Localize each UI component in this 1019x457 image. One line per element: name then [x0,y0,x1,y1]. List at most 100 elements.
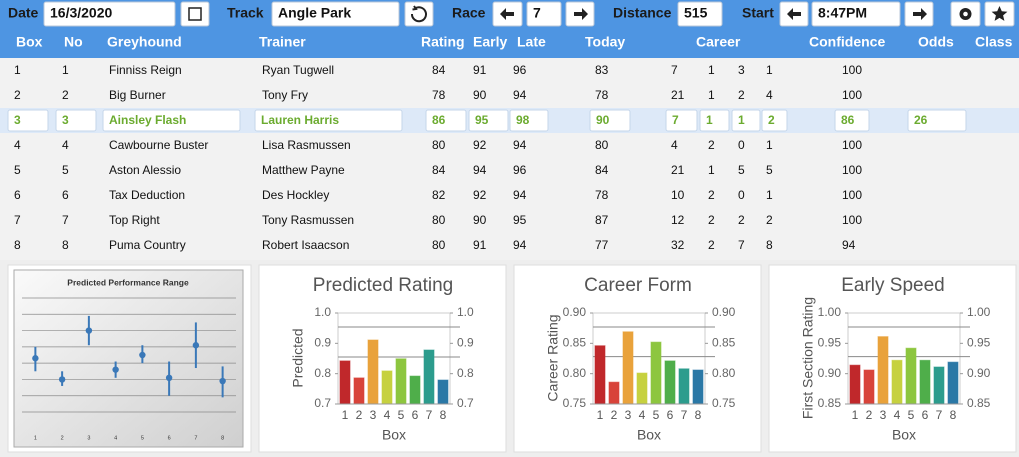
table-cell: 94 [842,238,856,252]
x-axis-label: Box [637,427,661,443]
y-axis-label: Career Rating [545,314,561,401]
column-header: Box [16,34,43,50]
table-cell: 8 [766,238,773,252]
table-cell: 80 [432,213,446,227]
x-tick-label: 7 [681,408,688,422]
chart-panel [513,264,762,453]
table-cell: 4 [62,138,69,152]
x-tick-label: 1 [34,435,37,441]
bar [933,366,945,405]
table-cell: 1 [708,88,715,102]
table-cell: 78 [595,188,609,202]
table-cell: 5 [766,163,773,177]
point [112,366,119,373]
table-cell: 95 [475,113,489,127]
table-cell: 78 [432,88,446,102]
chart-panel [768,264,1017,453]
bar [877,336,889,405]
table-cell: 1 [708,63,715,77]
table-cell: 3 [14,113,21,127]
bar [905,347,917,405]
x-tick-label: 5 [141,435,144,441]
toolbar-input[interactable] [526,1,562,27]
table-cell: 0 [738,188,745,202]
table-cell: Matthew Payne [262,163,345,177]
table-cell: 6 [14,188,21,202]
table-cell: 83 [595,63,609,77]
table-cell: 94 [473,163,487,177]
bar [353,377,365,405]
cell-box [254,109,403,132]
y-tick-label: 1.00 [818,305,842,319]
x-tick-label: 8 [221,435,224,441]
column-header: Trainer [259,34,306,50]
toolbar-input[interactable] [271,1,400,27]
table-cell: Puma Country [109,238,186,252]
x-tick-label: 5 [398,408,405,422]
x-tick-label: 8 [695,408,702,422]
bar [849,364,861,405]
column-header: Today [585,34,625,50]
table-cell: 1 [62,63,69,77]
point [58,376,66,383]
bar [919,359,931,405]
cell-box [699,109,730,132]
bar [636,372,648,405]
toolbar-input[interactable] [811,1,901,27]
bar [664,360,676,405]
table-cell: 3 [738,63,745,77]
column-header: Greyhound [107,34,182,50]
toolbar-input[interactable] [43,1,176,27]
toolbar-input[interactable] [677,1,723,27]
bar [863,369,875,405]
y2-tick-label: 0.85 [712,336,736,350]
table-cell: Top Right [109,213,160,227]
column-header: No [64,34,83,50]
table-cell: 100 [842,138,862,152]
table-cell: Lisa Rasmussen [262,138,351,152]
table-cell: 2 [708,188,715,202]
table-cell: Ryan Tugwell [262,63,334,77]
x-tick-label: 2 [866,408,873,422]
table-cell: 5 [14,163,21,177]
left-arrow [500,8,514,20]
y-tick-label: 0.85 [563,336,587,350]
toolbar-label: Track [227,5,264,21]
toolbar-label: Distance [613,5,672,21]
x-tick-label: 3 [880,408,887,422]
toolbar-input-text: 7 [533,5,541,21]
table-cell: 100 [842,88,862,102]
refresh-button[interactable] [404,1,434,27]
table-cell: 10 [671,188,685,202]
x-tick-label: 6 [922,408,929,422]
table-cell: 4 [671,138,678,152]
table-cell: 6 [62,188,69,202]
x-axis-label: Box [382,427,406,443]
table-cell: Des Hockley [262,188,329,202]
table-cell: 94 [513,188,527,202]
bar [678,368,690,405]
table-cell: 12 [671,213,685,227]
table-cell: Ainsley Flash [109,113,186,127]
x-tick-label: 1 [597,408,604,422]
table-cell: 1 [738,113,745,127]
cell-box [7,109,49,132]
y-tick-label: 0.90 [563,305,587,319]
y-tick-label: 0.85 [818,396,842,410]
cell-box [834,109,870,132]
gear-hole [963,11,968,17]
y-tick-label: 0.90 [818,366,842,380]
calendar-button[interactable] [180,1,210,27]
table-cell: 100 [842,213,862,227]
x-tick-label: 4 [639,408,646,422]
bar [891,359,903,405]
table-body [0,58,1019,260]
table-cell: Cawbourne Buster [109,138,208,152]
table-cell: 94 [513,138,527,152]
x-tick-label: 3 [370,408,377,422]
toolbar-input-text: Angle Park [278,5,351,21]
toolbar-input-text: 8:47PM [818,5,867,21]
table-cell: 7 [671,63,678,77]
cell-box [731,109,761,132]
x-tick-label: 1 [342,408,349,422]
